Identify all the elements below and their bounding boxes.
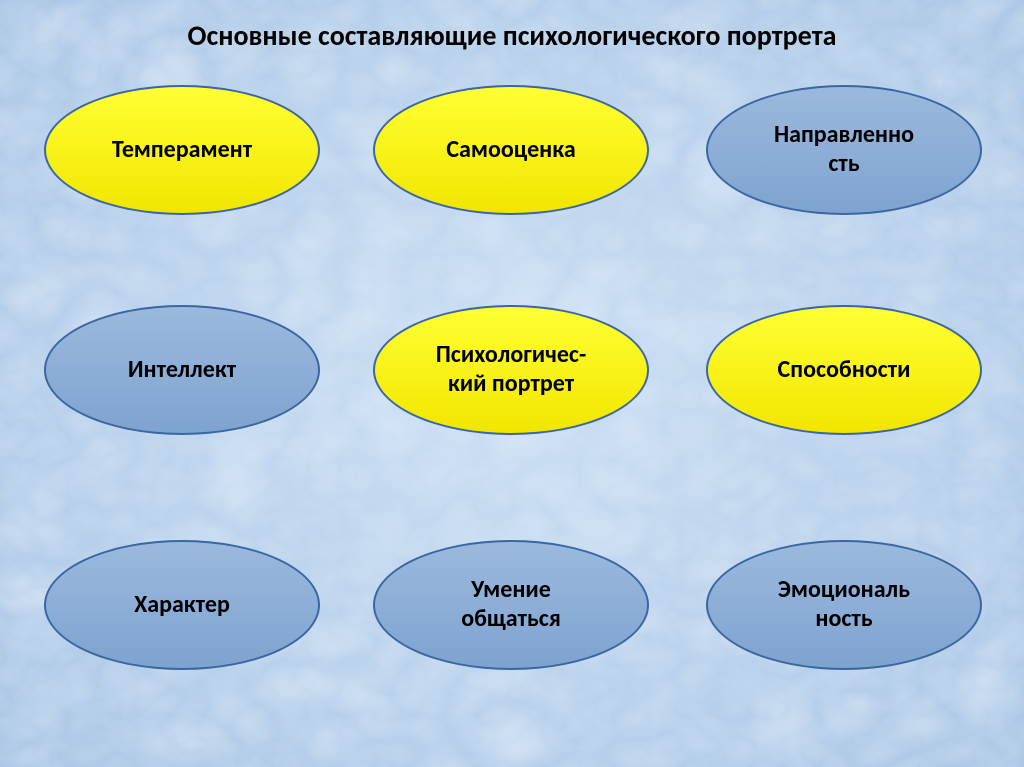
ellipse-character: Характер [44, 540, 320, 670]
ellipse-emotionality: Эмоциональ ность [706, 540, 982, 670]
ellipse-communication: Умение общаться [373, 540, 649, 670]
ellipse-self-esteem: Самооценка [373, 85, 649, 215]
ellipse-label: Интеллект [128, 356, 236, 385]
ellipse-label: Способности [778, 356, 911, 385]
ellipse-label: Самооценка [446, 136, 575, 165]
ellipse-label: Темперамент [112, 136, 252, 165]
ellipse-label: Характер [134, 591, 230, 620]
ellipse-label: Психологичес- кий портрет [436, 341, 587, 399]
diagram-content: Основные составляющие психологического п… [0, 0, 1024, 767]
ellipse-intellect: Интеллект [44, 305, 320, 435]
ellipse-label: Эмоциональ ность [778, 576, 910, 634]
page-title: Основные составляющие психологического п… [0, 18, 1024, 53]
ellipse-label: Направленно сть [774, 121, 914, 179]
ellipse-abilities: Способности [706, 305, 982, 435]
ellipse-temperament: Темперамент [44, 85, 320, 215]
ellipse-label: Умение общаться [461, 576, 561, 634]
ellipse-psych-portrait: Психологичес- кий портрет [373, 305, 649, 435]
ellipse-orientation: Направленно сть [706, 85, 982, 215]
